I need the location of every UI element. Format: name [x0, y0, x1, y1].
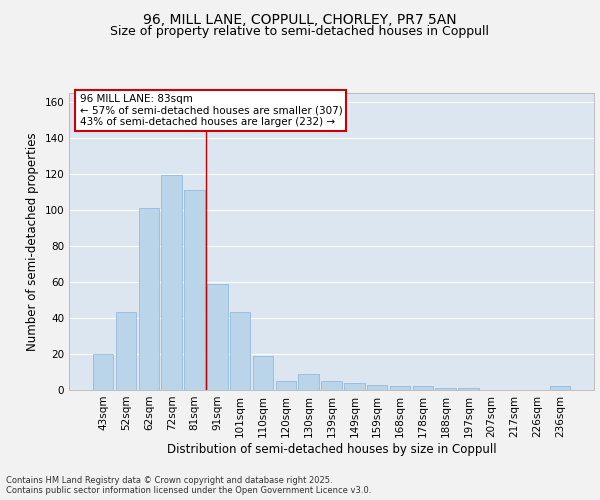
Bar — [275, 381, 296, 390]
Text: Size of property relative to semi-detached houses in Coppull: Size of property relative to semi-detach… — [110, 25, 490, 38]
Bar — [161, 176, 182, 390]
Text: 96, MILL LANE, COPPULL, CHORLEY, PR7 5AN: 96, MILL LANE, COPPULL, CHORLEY, PR7 5AN — [143, 12, 457, 26]
X-axis label: Distribution of semi-detached houses by size in Coppull: Distribution of semi-detached houses by … — [167, 442, 496, 456]
Text: 96 MILL LANE: 83sqm
← 57% of semi-detached houses are smaller (307)
43% of semi-: 96 MILL LANE: 83sqm ← 57% of semi-detach… — [79, 94, 342, 127]
Bar — [253, 356, 273, 390]
Bar — [207, 284, 227, 390]
Bar — [321, 381, 342, 390]
Bar — [413, 386, 433, 390]
Bar — [550, 386, 570, 390]
Bar — [436, 388, 456, 390]
Bar — [93, 354, 113, 390]
Bar — [458, 388, 479, 390]
Y-axis label: Number of semi-detached properties: Number of semi-detached properties — [26, 132, 39, 350]
Bar — [344, 383, 365, 390]
Text: Contains HM Land Registry data © Crown copyright and database right 2025.
Contai: Contains HM Land Registry data © Crown c… — [6, 476, 371, 495]
Bar — [139, 208, 159, 390]
Bar — [390, 386, 410, 390]
Bar — [298, 374, 319, 390]
Bar — [184, 190, 205, 390]
Bar — [367, 384, 388, 390]
Bar — [116, 312, 136, 390]
Bar — [230, 312, 250, 390]
